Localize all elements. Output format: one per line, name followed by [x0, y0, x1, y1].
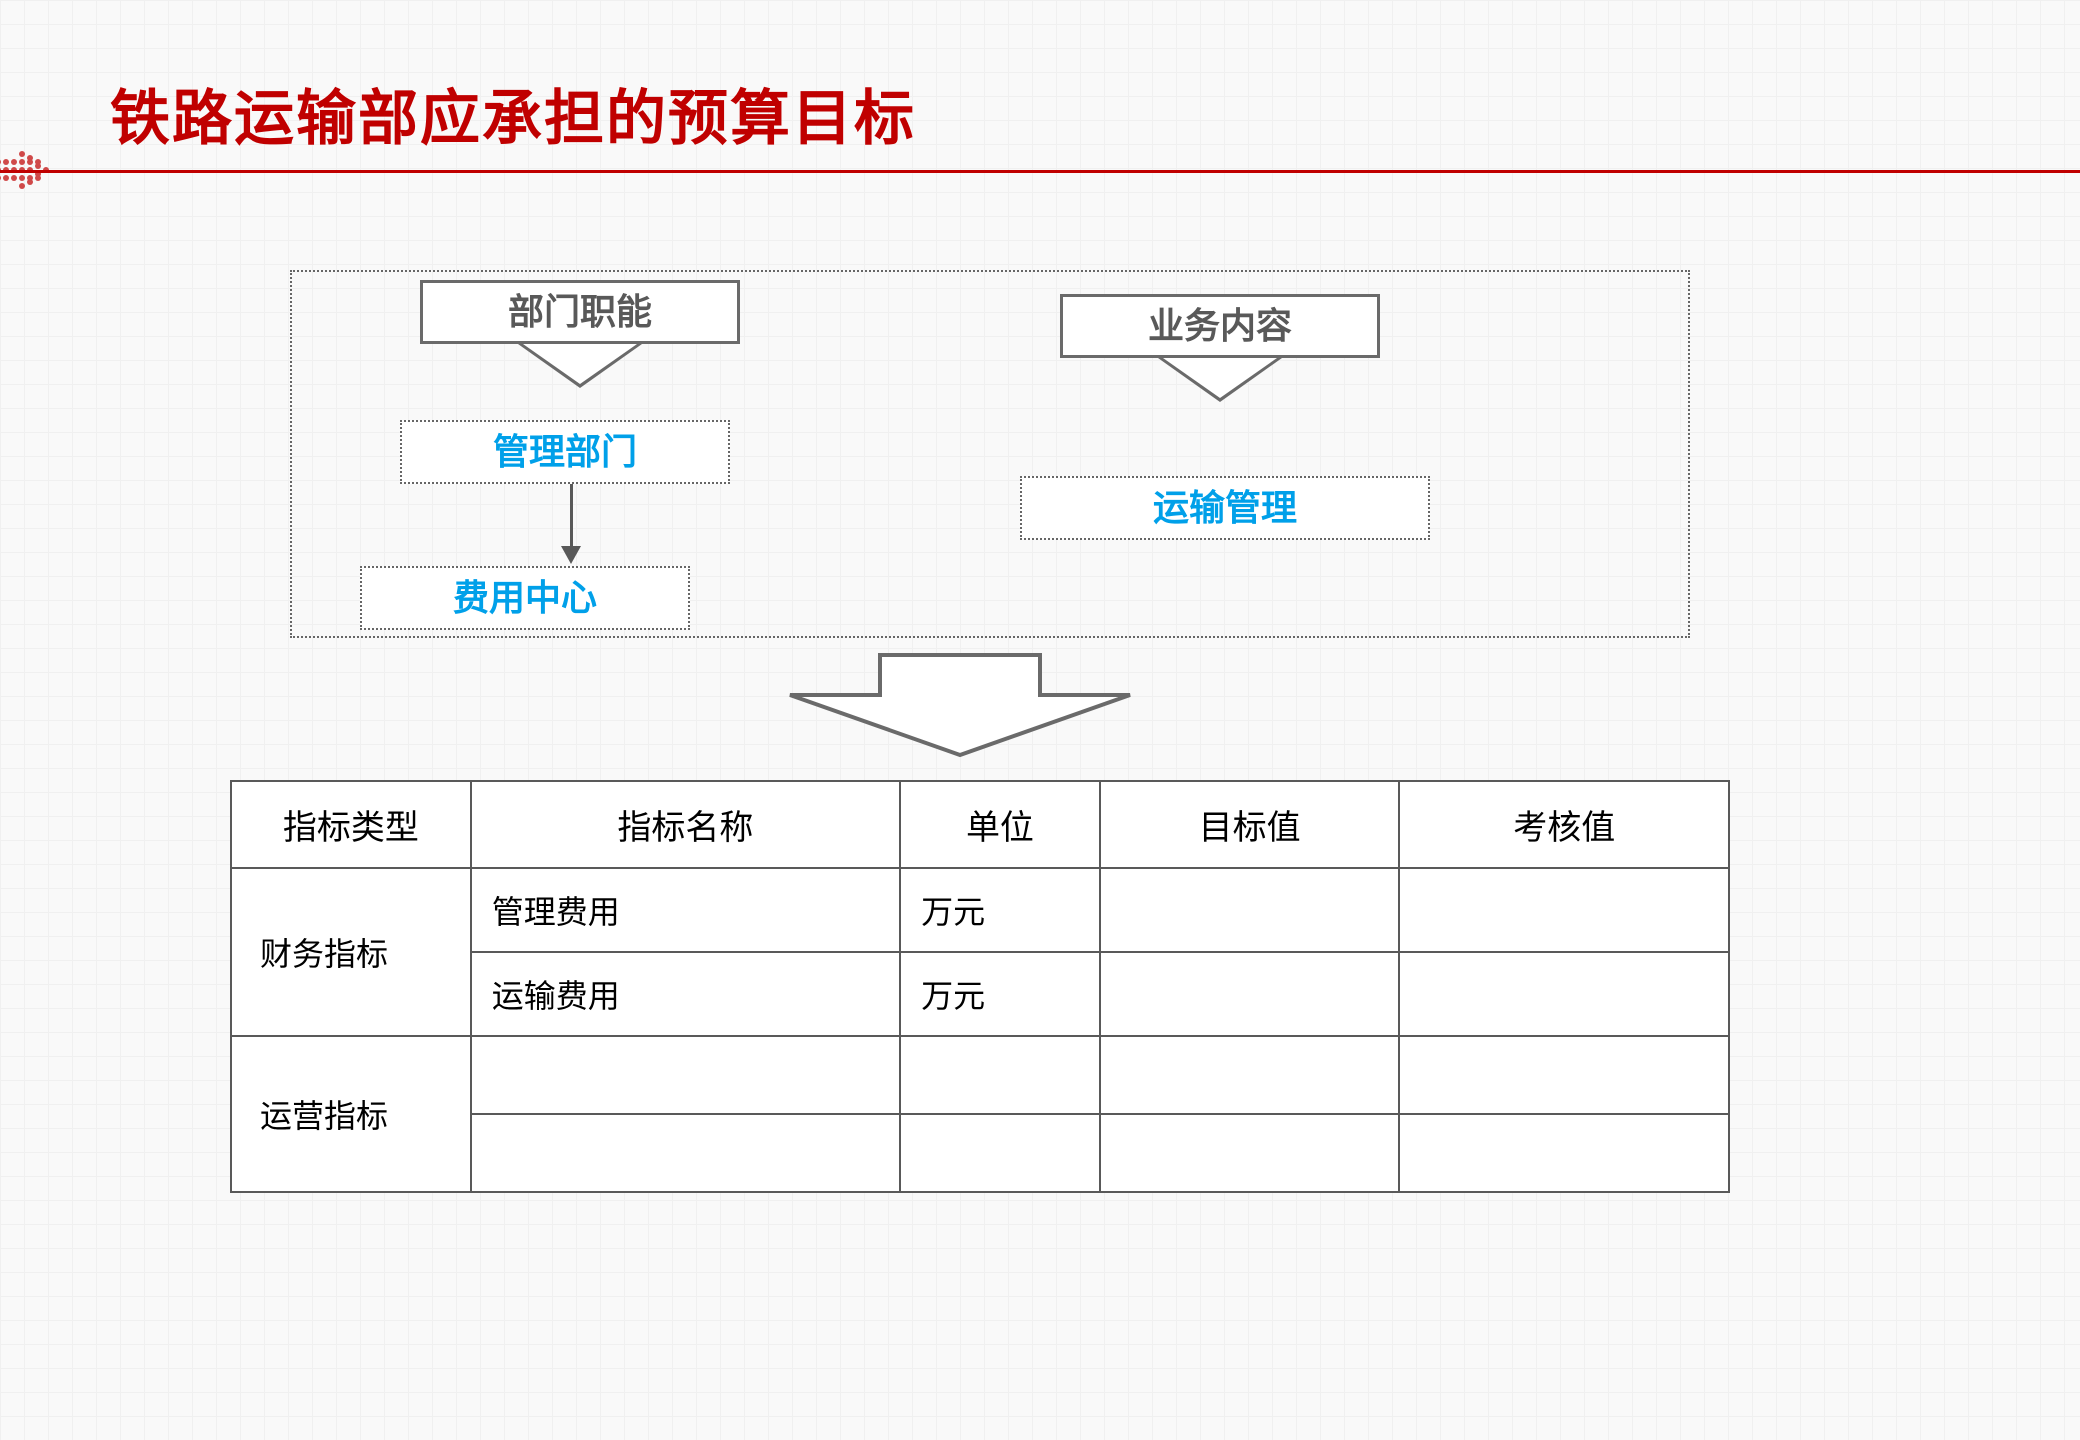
- col-header-type: 指标类型: [231, 781, 471, 868]
- cell-target: [1100, 1114, 1400, 1192]
- cell-unit: 万元: [900, 868, 1100, 952]
- box-cost-center: 费用中心: [360, 566, 690, 630]
- group-label-ops: 运营指标: [231, 1036, 471, 1192]
- cell-assess: [1399, 1114, 1729, 1192]
- arrow-mgmt-to-cost-line: [570, 484, 573, 546]
- big-down-arrow-icon: [770, 650, 1150, 760]
- cell-assess: [1399, 952, 1729, 1036]
- arrow-mgmt-to-cost-head-icon: [561, 546, 581, 564]
- col-header-unit: 单位: [900, 781, 1100, 868]
- group-label-finance: 财务指标: [231, 868, 471, 1036]
- cell-name: 管理费用: [471, 868, 900, 952]
- cell-target: [1100, 1036, 1400, 1114]
- col-header-target: 目标值: [1100, 781, 1400, 868]
- cell-assess: [1399, 868, 1729, 952]
- col-header-name: 指标名称: [471, 781, 900, 868]
- cell-unit: [900, 1114, 1100, 1192]
- banner-business-content-label: 业务内容: [1148, 305, 1292, 346]
- title-underline: [0, 170, 2080, 173]
- cell-name: [471, 1114, 900, 1192]
- banner-business-content: 业务内容: [1060, 294, 1380, 358]
- page-title: 铁路运输部应承担的预算目标: [110, 70, 916, 157]
- side-arrow-icon: [0, 130, 60, 210]
- table-row: 财务指标 管理费用 万元: [231, 868, 1729, 952]
- cell-target: [1100, 952, 1400, 1036]
- box-management-dept-label: 管理部门: [493, 431, 637, 472]
- cell-assess: [1399, 1036, 1729, 1114]
- banner-dept-function: 部门职能: [420, 280, 740, 344]
- table-row: 运营指标: [231, 1036, 1729, 1114]
- cell-unit: 万元: [900, 952, 1100, 1036]
- cell-unit: [900, 1036, 1100, 1114]
- box-cost-center-label: 费用中心: [453, 577, 597, 618]
- box-transport-mgmt: 运输管理: [1020, 476, 1430, 540]
- cell-name: 运输费用: [471, 952, 900, 1036]
- box-transport-mgmt-label: 运输管理: [1153, 487, 1297, 528]
- banner-dept-function-label: 部门职能: [508, 291, 652, 332]
- col-header-assess: 考核值: [1399, 781, 1729, 868]
- cell-name: [471, 1036, 900, 1114]
- cell-target: [1100, 868, 1400, 952]
- table-header-row: 指标类型 指标名称 单位 目标值 考核值: [231, 781, 1729, 868]
- box-management-dept: 管理部门: [400, 420, 730, 484]
- metrics-table: 指标类型 指标名称 单位 目标值 考核值 财务指标 管理费用 万元 运输费用 万…: [230, 780, 1730, 1193]
